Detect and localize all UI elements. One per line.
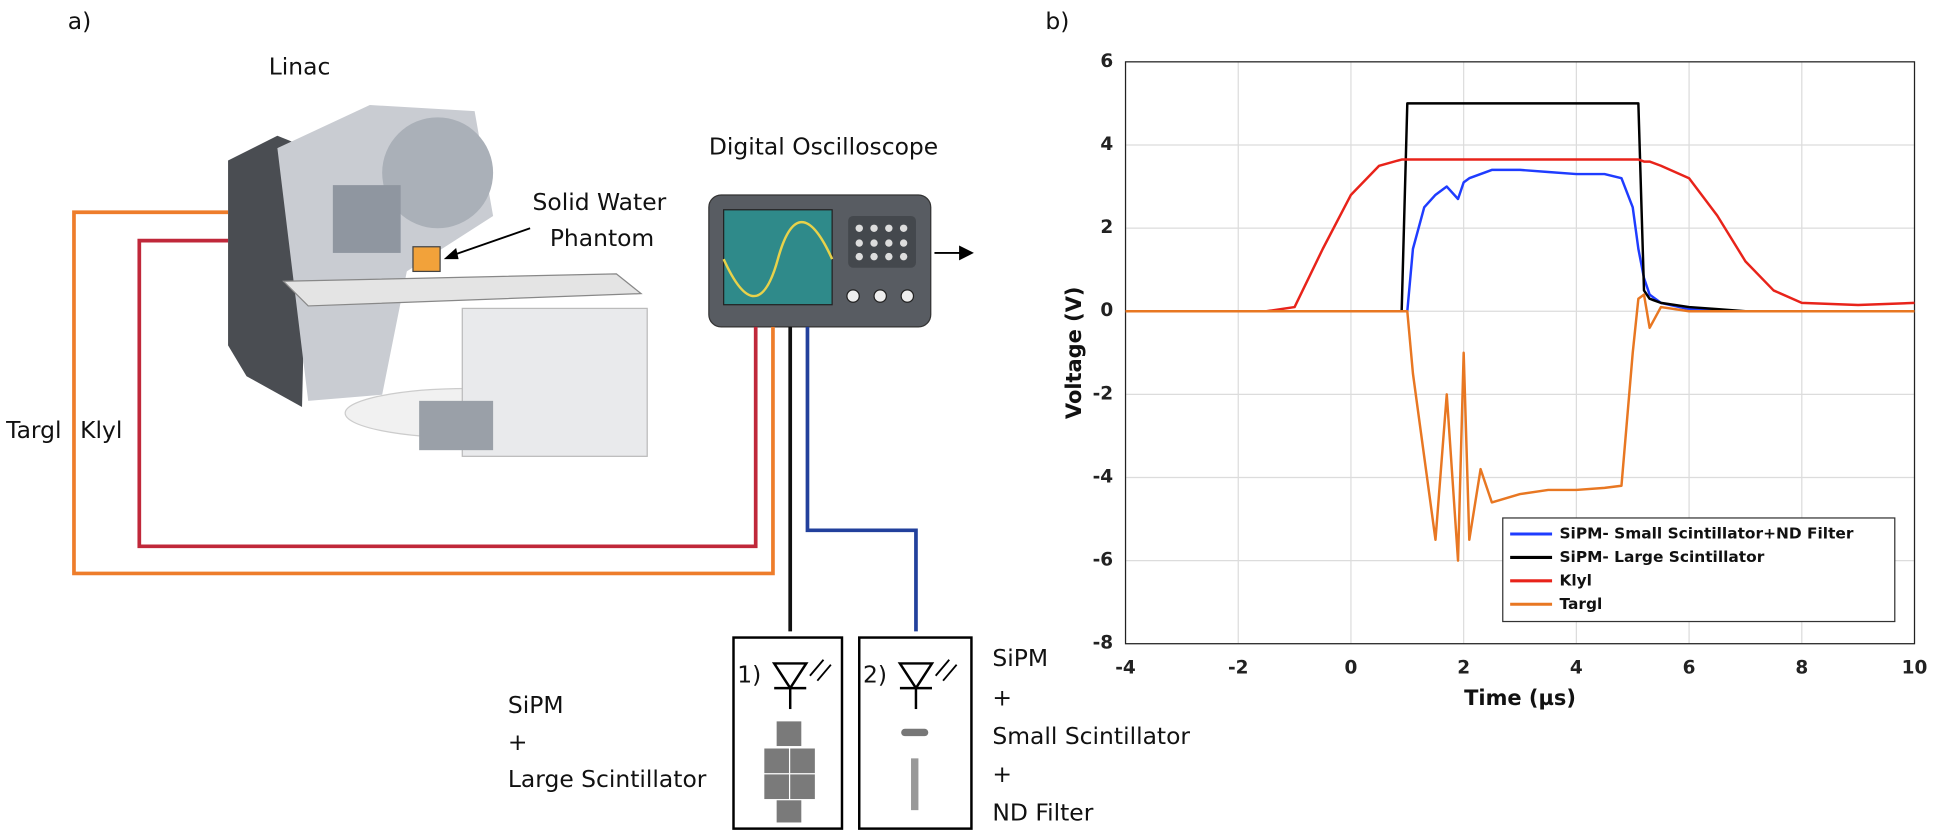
- linac-image: [228, 104, 648, 457]
- x-tick-label: 10: [1902, 657, 1928, 678]
- detector-box: [732, 636, 844, 830]
- y-tick-label: -6: [1093, 550, 1114, 571]
- box-label: ND Filter: [992, 798, 1093, 826]
- y-tick-label: 0: [1100, 300, 1113, 321]
- wire: [805, 326, 918, 632]
- x-tick-label: 6: [1683, 657, 1696, 678]
- arrow: [448, 227, 531, 258]
- x-tick-label: 8: [1795, 657, 1808, 678]
- panel-label: a): [68, 7, 91, 35]
- y-tick-label: 2: [1100, 217, 1113, 238]
- linac-label: Linac: [269, 53, 331, 81]
- plot-frame: [1124, 61, 1916, 645]
- wire: [137, 238, 758, 549]
- box-label: SiPM: [992, 644, 1048, 672]
- x-tick-label: 4: [1570, 657, 1583, 678]
- wire: [72, 210, 775, 576]
- legend-label: SiPM- Small Scintillator+ND Filter: [1559, 524, 1853, 542]
- oscilloscope-label: Digital Oscilloscope: [709, 133, 938, 161]
- detector-box: [858, 636, 973, 830]
- y-tick-label: -8: [1093, 633, 1114, 654]
- y-tick-label: 4: [1100, 134, 1113, 155]
- y-tick-label: -4: [1093, 466, 1114, 487]
- legend-label: Klyl: [1559, 571, 1592, 589]
- series-line: [1125, 168, 1915, 313]
- box-number: 2): [863, 660, 887, 688]
- x-tick-label: 2: [1457, 657, 1470, 678]
- wire-label: Targl: [5, 416, 61, 444]
- series-line: [1125, 293, 1915, 562]
- phantom-label: Phantom: [550, 224, 654, 252]
- legend-label: Targl: [1559, 595, 1602, 613]
- y-tick-label: -2: [1093, 383, 1114, 404]
- phantom-label: Solid Water: [533, 188, 667, 216]
- chart: -4 -2 0 2 4 6 8 10 -8 -6 -4 -2 0 2 4 6 Time (µs) Voltage …: [1062, 51, 1927, 710]
- box-label: Large Scintillator: [508, 765, 707, 793]
- x-tick-label: -4: [1115, 657, 1136, 678]
- panel-label: b): [1045, 7, 1069, 35]
- legend-label: SiPM- Large Scintillator: [1559, 548, 1764, 566]
- box-label: SiPM: [508, 691, 564, 719]
- y-tick-label: 6: [1100, 51, 1113, 72]
- wire-label: Klyl: [80, 416, 122, 444]
- box-number: 1): [737, 660, 761, 688]
- y-axis-label: Voltage (V): [1062, 286, 1086, 419]
- series-line: [1125, 158, 1915, 313]
- box-label: +: [992, 760, 1012, 788]
- oscilloscope: [708, 194, 932, 328]
- legend-box: [1502, 517, 1896, 623]
- x-axis-label: Time (µs): [1464, 686, 1576, 710]
- x-tick-label: 0: [1345, 657, 1358, 678]
- arrow-head: [959, 245, 974, 261]
- arrow-head: [443, 247, 459, 260]
- x-tick-label: -2: [1228, 657, 1249, 678]
- series-line: [1125, 102, 1915, 313]
- box-label: Small Scintillator: [992, 722, 1190, 750]
- box-label: +: [508, 728, 528, 756]
- box-label: +: [992, 684, 1012, 712]
